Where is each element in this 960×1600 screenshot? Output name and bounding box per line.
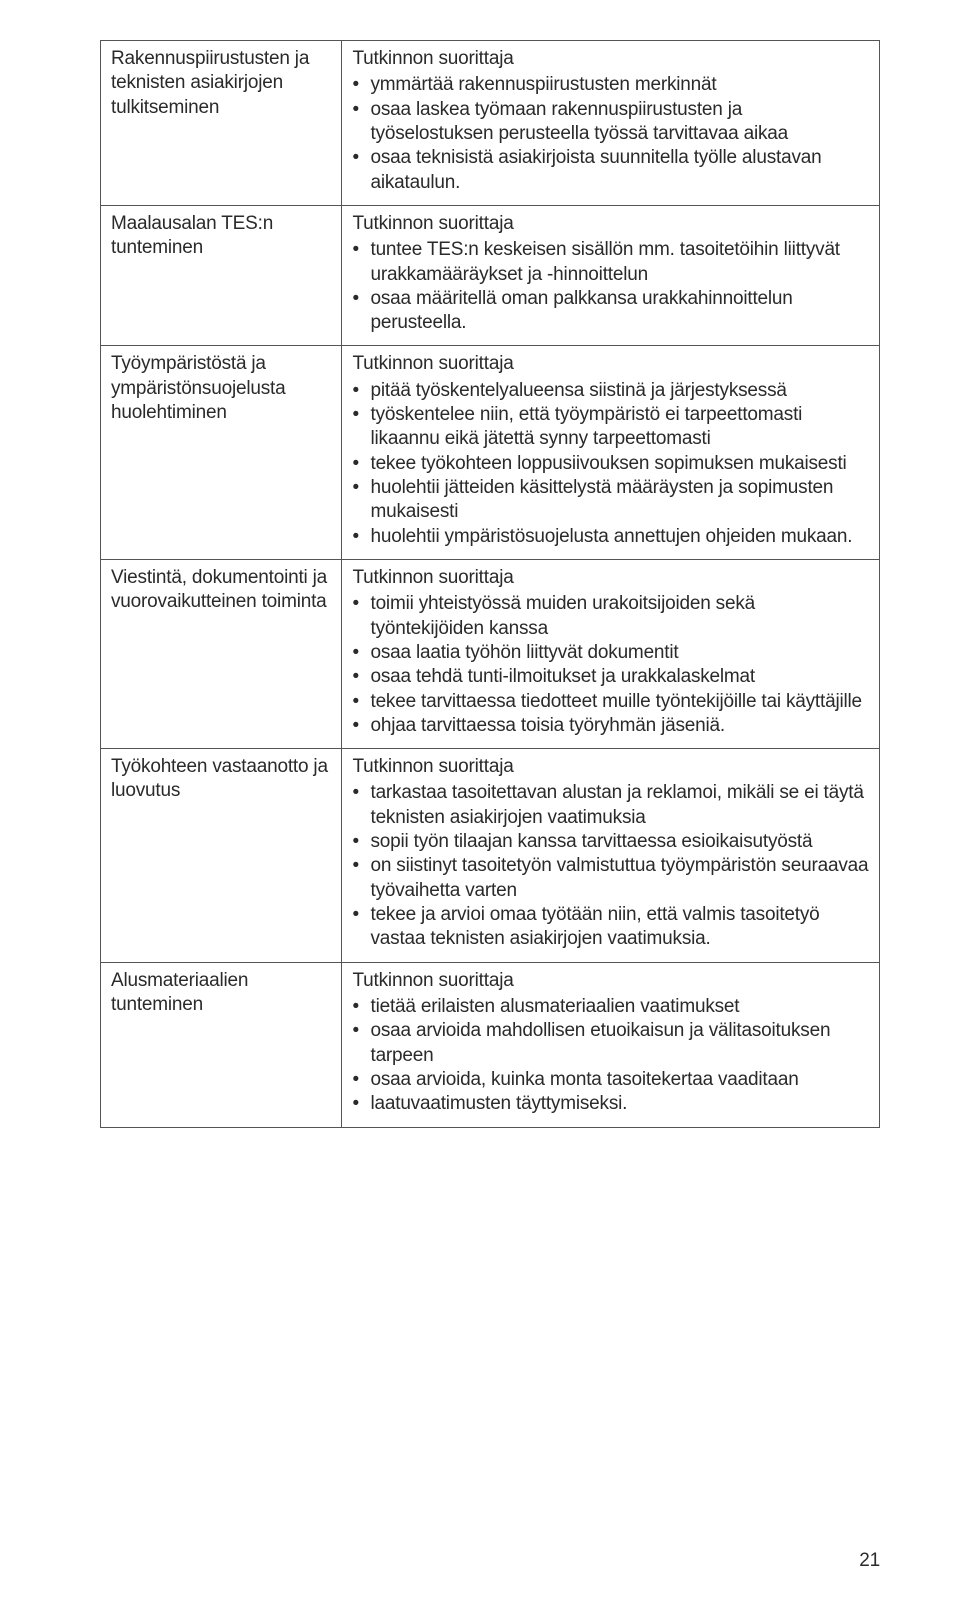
row-lead: Tutkinnon suorittaja [352,352,869,376]
row-topic: Rakennuspiirustusten ja teknisten asiaki… [101,41,342,206]
row-topic: Maalausalan TES:n tunteminen [101,205,342,346]
table-row: Alusmateriaalien tunteminenTutkinnon suo… [101,962,880,1127]
row-lead: Tutkinnon suorittaja [352,212,869,236]
page-number: 21 [859,1550,880,1572]
bullet-item: osaa tehdä tunti-ilmoitukset ja urakkala… [352,665,869,689]
row-topic: Työkohteen vastaanotto ja luovutus [101,749,342,963]
bullet-list: pitää työskentelyalueensa siistinä ja jä… [352,379,869,549]
bullet-item: tarkastaa tasoitettavan alustan ja rekla… [352,781,869,830]
bullet-list: tuntee TES:n keskeisen sisällön mm. taso… [352,238,869,335]
row-requirements: Tutkinnon suorittajatuntee TES:n keskeis… [342,205,880,346]
row-requirements: Tutkinnon suorittajaymmärtää rakennuspii… [342,41,880,206]
bullet-item: tuntee TES:n keskeisen sisällön mm. taso… [352,238,869,287]
row-requirements: Tutkinnon suorittajatietää erilaisten al… [342,962,880,1127]
bullet-item: sopii työn tilaajan kanssa tarvittaessa … [352,830,869,854]
bullet-item: osaa määritellä oman palkkansa urakkahin… [352,287,869,336]
bullet-item: pitää työskentelyalueensa siistinä ja jä… [352,379,869,403]
row-topic: Viestintä, dokumentointi ja vuorovaikutt… [101,559,342,748]
bullet-item: tekee ja arvioi omaa työtään niin, että … [352,903,869,952]
bullet-item: tietää erilaisten alusmateriaalien vaati… [352,995,869,1019]
table-row: Työkohteen vastaanotto ja luovutusTutkin… [101,749,880,963]
bullet-list: toimii yhteistyössä muiden urakoitsijoid… [352,592,869,738]
requirements-table: Rakennuspiirustusten ja teknisten asiaki… [100,40,880,1128]
row-lead: Tutkinnon suorittaja [352,969,869,993]
row-requirements: Tutkinnon suorittajatarkastaa tasoitetta… [342,749,880,963]
table-body: Rakennuspiirustusten ja teknisten asiaki… [101,41,880,1128]
bullet-item: tekee tarvittaessa tiedotteet muille työ… [352,690,869,714]
row-topic: Työympäristöstä ja ympäristönsuojelusta … [101,346,342,560]
table-row: Viestintä, dokumentointi ja vuorovaikutt… [101,559,880,748]
bullet-item: huolehtii ympäristösuojelusta annettujen… [352,525,869,549]
table-row: Työympäristöstä ja ympäristönsuojelusta … [101,346,880,560]
bullet-item: on siistinyt tasoitetyön valmistuttua ty… [352,854,869,903]
bullet-item: osaa arvioida, kuinka monta tasoitekerta… [352,1068,869,1092]
bullet-item: ohjaa tarvittaessa toisia työryhmän jäse… [352,714,869,738]
bullet-item: huolehtii jätteiden käsittelystä määräys… [352,476,869,525]
bullet-list: tietää erilaisten alusmateriaalien vaati… [352,995,869,1117]
row-lead: Tutkinnon suorittaja [352,47,869,71]
bullet-list: ymmärtää rakennuspiirustusten merkinnäto… [352,73,869,195]
row-lead: Tutkinnon suorittaja [352,566,869,590]
row-topic: Alusmateriaalien tunteminen [101,962,342,1127]
bullet-list: tarkastaa tasoitettavan alustan ja rekla… [352,781,869,951]
bullet-item: laatuvaatimusten täyttymiseksi. [352,1092,869,1116]
table-row: Rakennuspiirustusten ja teknisten asiaki… [101,41,880,206]
row-requirements: Tutkinnon suorittaja pitää työskentelyalu… [342,346,880,560]
row-requirements: Tutkinnon suorittajatoimii yhteistyössä … [342,559,880,748]
bullet-item: ymmärtää rakennuspiirustusten merkinnät [352,73,869,97]
bullet-item: osaa arvioida mahdollisen etuoikaisun ja… [352,1019,869,1068]
bullet-item: tekee työkohteen loppusiivouksen sopimuk… [352,452,869,476]
bullet-item: osaa teknisistä asiakirjoista suunnitell… [352,146,869,195]
bullet-item: toimii yhteistyössä muiden urakoitsijoid… [352,592,869,641]
row-lead: Tutkinnon suorittaja [352,755,869,779]
table-row: Maalausalan TES:n tunteminenTutkinnon su… [101,205,880,346]
bullet-item: työskentelee niin, että työympäristö ei … [352,403,869,452]
bullet-item: osaa laskea työmaan rakennuspiirustusten… [352,98,869,147]
bullet-item: osaa laatia työhön liittyvät dokumentit [352,641,869,665]
